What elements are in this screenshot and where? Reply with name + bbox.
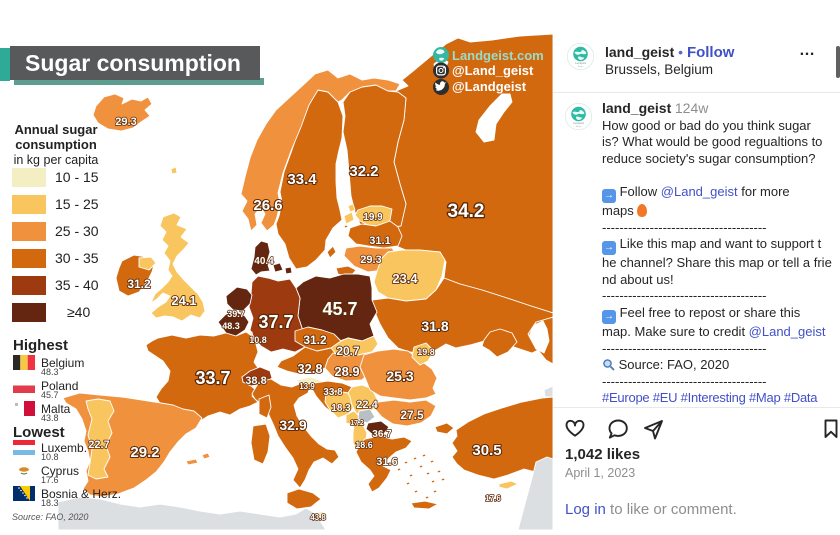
svg-text:43.8: 43.8 [310, 513, 326, 522]
svg-text:38.8: 38.8 [245, 375, 266, 387]
svg-text:37.7: 37.7 [258, 312, 293, 332]
svg-text:30.5: 30.5 [472, 442, 501, 459]
svg-text:31.2: 31.2 [127, 277, 151, 291]
svg-text:31.1: 31.1 [369, 235, 390, 247]
svg-text:25.3: 25.3 [386, 368, 413, 384]
svg-text:22.4: 22.4 [356, 399, 378, 411]
svg-text:32.9: 32.9 [279, 417, 306, 433]
svg-text:31.6: 31.6 [376, 456, 397, 468]
svg-text:33.7: 33.7 [195, 368, 230, 388]
svg-text:Maps: Maps [578, 66, 584, 68]
svg-text:31.8: 31.8 [421, 318, 448, 334]
svg-text:Landgeist: Landgeist [575, 61, 587, 65]
svg-text:29.3: 29.3 [360, 254, 381, 266]
svg-text:29.3: 29.3 [115, 116, 136, 128]
svg-text:34.2: 34.2 [448, 201, 485, 222]
svg-text:19.9: 19.9 [363, 212, 383, 223]
svg-text:19.8: 19.8 [417, 347, 435, 357]
svg-text:32.2: 32.2 [349, 163, 378, 180]
svg-text:48.3: 48.3 [222, 321, 240, 331]
svg-text:39.7: 39.7 [227, 309, 245, 319]
svg-text:Maps: Maps [576, 126, 582, 128]
svg-text:@Land_geist: @Land_geist [452, 63, 534, 78]
svg-text:36.7: 36.7 [372, 429, 392, 440]
svg-text:27.5: 27.5 [400, 408, 424, 422]
svg-text:13.9: 13.9 [299, 382, 315, 391]
svg-text:45.7: 45.7 [322, 299, 357, 319]
svg-text:Landgeist: Landgeist [573, 121, 585, 125]
svg-text:33.8: 33.8 [323, 387, 343, 398]
svg-text:17.2: 17.2 [350, 420, 364, 427]
svg-text:20.7: 20.7 [336, 344, 360, 358]
svg-text:@Landgeist: @Landgeist [452, 79, 527, 94]
svg-text:40.4: 40.4 [254, 256, 274, 267]
svg-text:18.3: 18.3 [331, 403, 351, 414]
svg-text:31.2: 31.2 [303, 333, 327, 347]
svg-text:18.6: 18.6 [355, 440, 373, 450]
svg-text:24.1: 24.1 [171, 293, 196, 308]
svg-text:33.4: 33.4 [287, 171, 317, 188]
svg-text:10.8: 10.8 [249, 335, 267, 345]
svg-text:23.4: 23.4 [392, 271, 418, 286]
svg-text:28.9: 28.9 [334, 364, 359, 379]
svg-text:17.6: 17.6 [485, 494, 501, 503]
svg-text:29.2: 29.2 [130, 444, 159, 461]
svg-text:22.7: 22.7 [88, 439, 109, 451]
svg-text:26.6: 26.6 [253, 197, 282, 214]
svg-text:32.8: 32.8 [297, 361, 322, 376]
svg-text:Landgeist.com: Landgeist.com [452, 48, 544, 63]
